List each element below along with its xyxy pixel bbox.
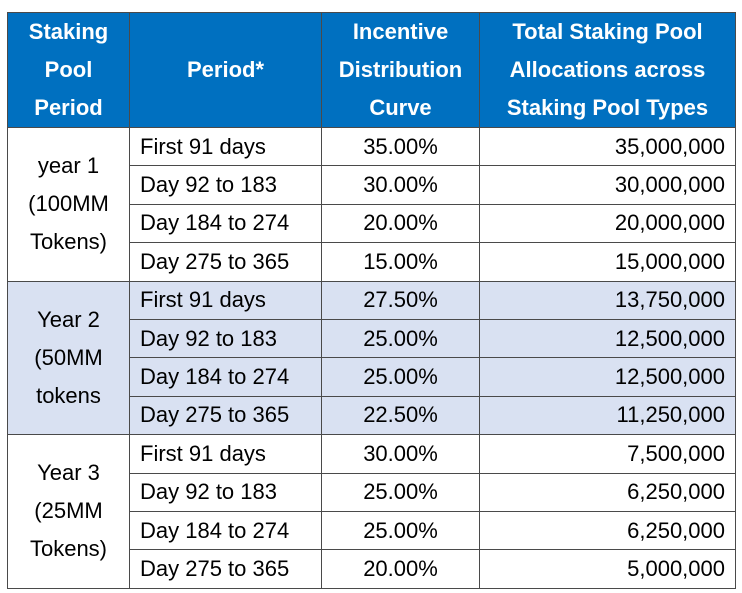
period-cell: Day 92 to 183: [129, 165, 322, 205]
allocation-cell: 30,000,000: [479, 165, 736, 205]
staking-table-container: Staking Pool Period Period* Incentive Di…: [7, 12, 736, 589]
table-row: Day 92 to 183 25.00% 12,500,000: [8, 318, 736, 359]
header-period: Period*: [129, 12, 322, 128]
allocation-cell: 13,750,000: [479, 280, 736, 320]
header-incentive-curve: Incentive Distribution Curve: [321, 12, 480, 128]
allocation-cell: 12,500,000: [479, 318, 736, 359]
period-cell: Day 92 to 183: [129, 472, 322, 512]
table-row: Day 275 to 365 22.50% 11,250,000: [8, 395, 736, 436]
allocation-cell: 20,000,000: [479, 203, 736, 244]
table-row: Day 92 to 183 25.00% 6,250,000: [8, 472, 736, 512]
allocation-cell: 12,500,000: [479, 357, 736, 397]
allocation-cell: 6,250,000: [479, 510, 736, 551]
table-row: Day 184 to 274 25.00% 12,500,000: [8, 357, 736, 397]
header-row: Staking Pool Period Period* Incentive Di…: [7, 12, 736, 128]
period-cell: Day 275 to 365: [129, 395, 322, 436]
period-cell: First 91 days: [129, 126, 322, 167]
year-1-group-cell: year 1 (100MM Tokens): [7, 127, 130, 282]
curve-cell: 22.50%: [321, 395, 480, 436]
table-header: Staking Pool Period Period* Incentive Di…: [7, 12, 736, 128]
table-body: year 1 (100MM Tokens) First 91 days 35.0…: [7, 126, 736, 589]
year-2-group-cell: Year 2 (50MM tokens: [7, 280, 130, 436]
period-cell: First 91 days: [129, 434, 322, 474]
curve-cell: 25.00%: [321, 318, 480, 359]
curve-cell: 30.00%: [321, 434, 480, 474]
header-staking-pool-period: Staking Pool Period: [7, 12, 130, 128]
period-cell: Day 184 to 274: [129, 203, 322, 244]
period-cell: Day 92 to 183: [129, 318, 322, 359]
curve-cell: 20.00%: [321, 203, 480, 244]
table-row: year 1 (100MM Tokens) First 91 days 35.0…: [7, 126, 736, 282]
curve-cell: 15.00%: [321, 242, 480, 282]
curve-cell: 20.00%: [321, 549, 480, 589]
period-cell: First 91 days: [129, 280, 322, 320]
table-row: Day 184 to 274 25.00% 6,250,000: [8, 510, 736, 551]
table-row: Day 275 to 365 20.00% 5,000,000: [8, 549, 736, 589]
curve-cell: 25.00%: [321, 510, 480, 551]
header-total-allocations: Total Staking Pool Allocations across St…: [479, 12, 736, 128]
curve-cell: 35.00%: [321, 126, 480, 167]
period-cell: Day 275 to 365: [129, 549, 322, 589]
period-cell: Day 275 to 365: [129, 242, 322, 282]
allocation-cell: 5,000,000: [479, 549, 736, 589]
allocation-cell: 7,500,000: [479, 434, 736, 474]
period-cell: Day 184 to 274: [129, 357, 322, 397]
allocation-cell: 35,000,000: [479, 126, 736, 167]
curve-cell: 27.50%: [321, 280, 480, 320]
allocation-cell: 15,000,000: [479, 242, 736, 282]
staking-pool-table: Staking Pool Period Period* Incentive Di…: [7, 12, 736, 589]
curve-cell: 30.00%: [321, 165, 480, 205]
table-row: Year 3 (25MM Tokens) First 91 days 30.00…: [7, 434, 736, 589]
table-row: Day 92 to 183 30.00% 30,000,000: [8, 165, 736, 205]
allocation-cell: 6,250,000: [479, 472, 736, 512]
curve-cell: 25.00%: [321, 357, 480, 397]
curve-cell: 25.00%: [321, 472, 480, 512]
year-3-group-cell: Year 3 (25MM Tokens): [7, 434, 130, 589]
table-row: Year 2 (50MM tokens First 91 days 27.50%…: [7, 280, 736, 436]
period-cell: Day 184 to 274: [129, 510, 322, 551]
allocation-cell: 11,250,000: [479, 395, 736, 436]
